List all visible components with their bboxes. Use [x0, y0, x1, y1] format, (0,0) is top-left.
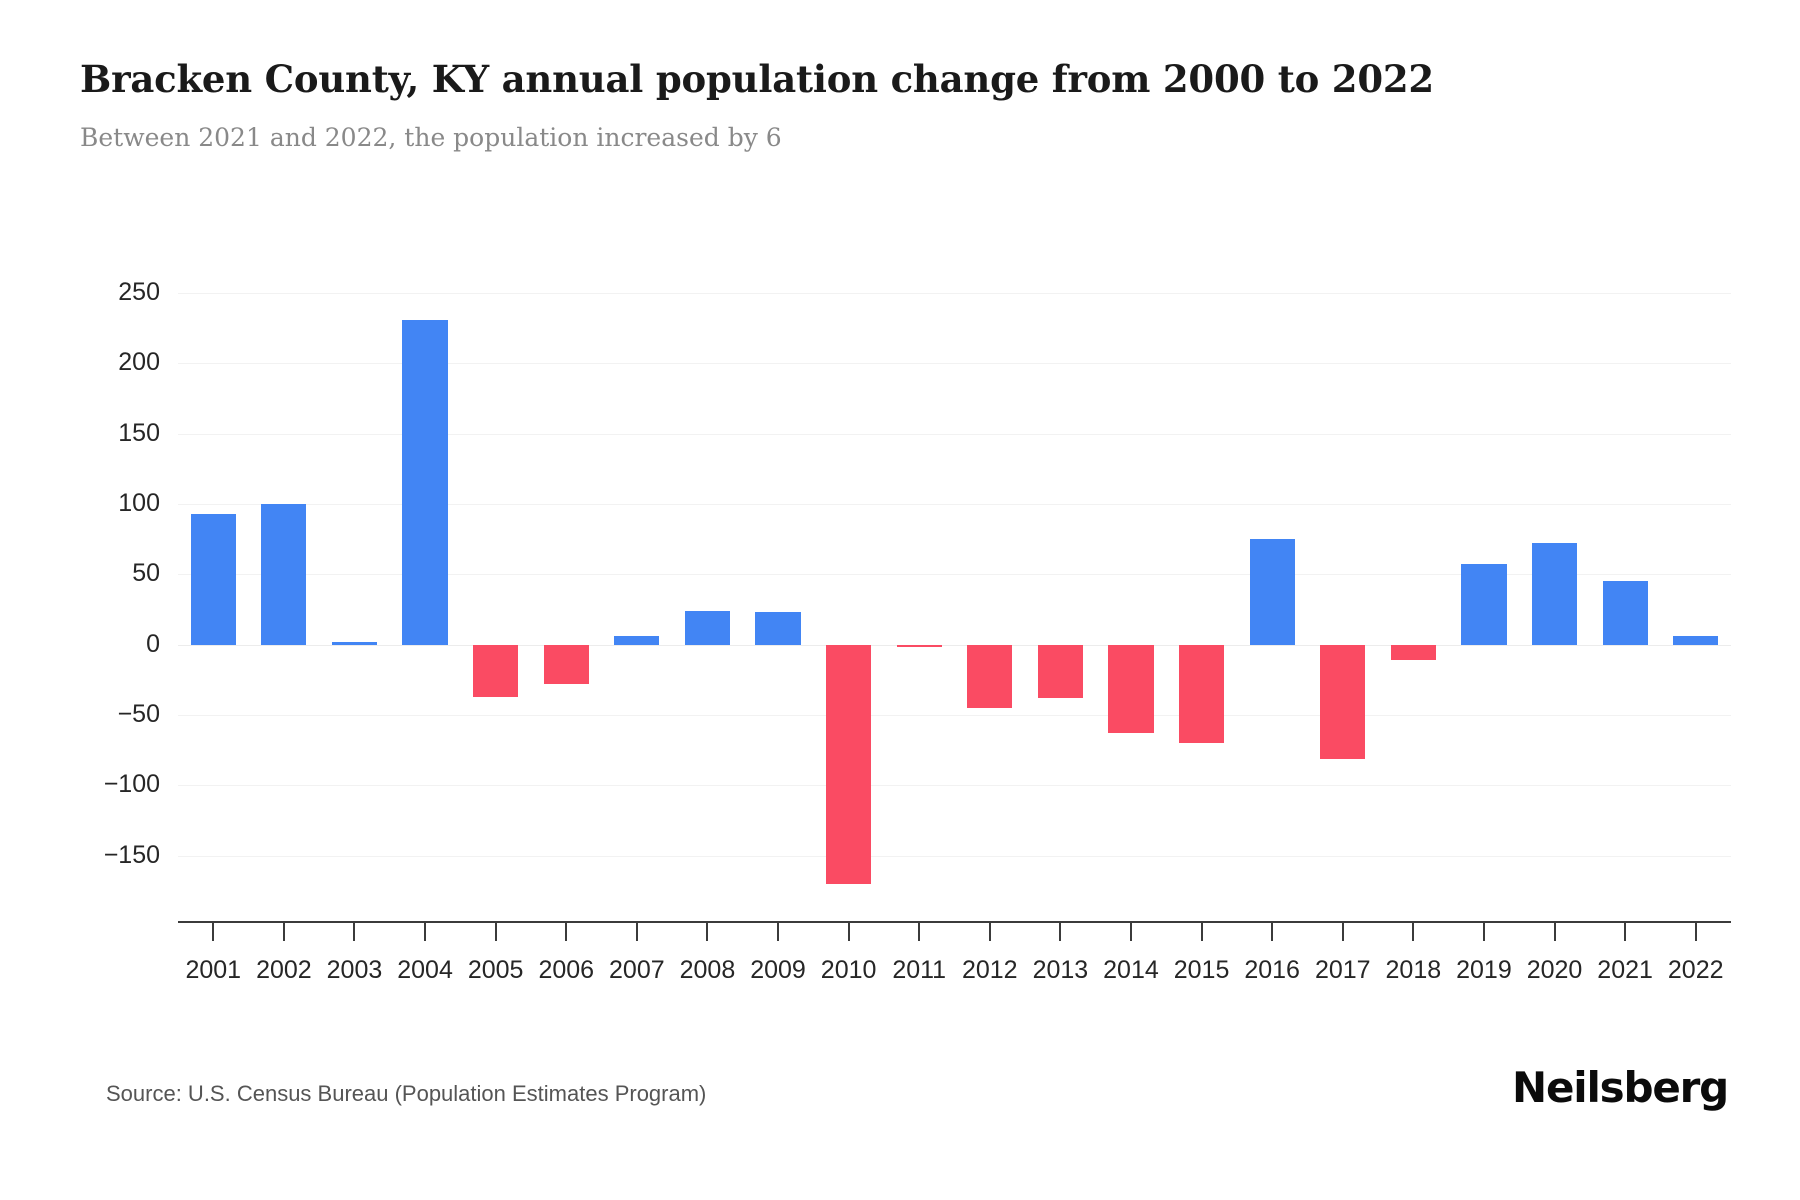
y-axis-label: −150 [103, 840, 160, 869]
x-axis-tick [1271, 921, 1274, 941]
x-axis-label-2002: 2002 [256, 956, 312, 984]
x-axis-tick [212, 921, 215, 941]
x-axis-tick [635, 921, 638, 941]
x-axis-tick [918, 921, 921, 941]
x-axis-label-2008: 2008 [679, 956, 736, 984]
bar-2014[interactable] [1108, 644, 1154, 734]
bar-2018[interactable] [1390, 644, 1436, 661]
x-axis-label-2014: 2014 [1103, 956, 1159, 984]
x-axis-tick [1129, 921, 1132, 941]
y-axis-label: 250 [118, 277, 160, 306]
bar-2003[interactable] [331, 641, 378, 645]
plot-area [178, 276, 1731, 905]
x-axis-tick [706, 921, 709, 941]
bar-2013[interactable] [1037, 644, 1083, 699]
bar-2021[interactable] [1602, 581, 1648, 645]
bar-2019[interactable] [1461, 564, 1507, 645]
gridline-250 [178, 292, 1731, 294]
bar-2002[interactable] [261, 503, 307, 645]
bar-2004[interactable] [402, 319, 448, 645]
x-axis-tick [424, 921, 427, 941]
x-axis-label-2010: 2010 [820, 956, 877, 984]
x-axis-label-2001: 2001 [185, 956, 242, 984]
x-axis-tick [353, 921, 356, 941]
bar-2007[interactable] [614, 636, 660, 645]
x-axis-label-2012: 2012 [961, 956, 1018, 984]
bar-2001[interactable] [190, 513, 236, 645]
page-title: Bracken County, KY annual population cha… [80, 57, 1434, 101]
x-axis-label-2011: 2011 [892, 956, 947, 984]
gridline-50 [178, 574, 1731, 576]
x-axis-label-2019: 2019 [1456, 956, 1512, 984]
gridline-150 [178, 433, 1731, 435]
bar-2011[interactable] [896, 644, 942, 647]
bar-series [178, 276, 1731, 905]
x-axis-tick [1200, 921, 1203, 941]
gridline--150 [178, 855, 1731, 857]
x-axis-label-2022: 2022 [1667, 956, 1724, 984]
bar-2010[interactable] [826, 644, 872, 884]
gridline--100 [178, 785, 1731, 787]
x-axis-tick [777, 921, 780, 941]
y-axis-label: −100 [103, 770, 160, 799]
x-axis-line [178, 921, 1731, 923]
x-axis-tick [1553, 921, 1556, 941]
x-axis-label-2020: 2020 [1526, 956, 1583, 984]
x-axis-label-2003: 2003 [326, 956, 383, 984]
x-axis-label-2015: 2015 [1173, 956, 1230, 984]
x-axis-label-2004: 2004 [397, 956, 453, 984]
bar-2012[interactable] [967, 644, 1013, 708]
x-axis-tick [1624, 921, 1627, 941]
y-axis-label: −50 [117, 700, 160, 729]
x-axis-tick [1482, 921, 1485, 941]
page-subtitle: Between 2021 and 2022, the population in… [80, 123, 782, 152]
bar-2022[interactable] [1673, 636, 1719, 645]
bar-2016[interactable] [1249, 539, 1295, 645]
x-axis-tick [1059, 921, 1062, 941]
x-axis-tick [565, 921, 568, 941]
y-axis-label: 200 [118, 348, 160, 377]
bar-2017[interactable] [1320, 644, 1366, 759]
bar-2005[interactable] [473, 644, 519, 697]
y-axis-label: 0 [146, 629, 160, 658]
source-note: Source: U.S. Census Bureau (Population E… [106, 1081, 707, 1106]
x-axis-tick [1694, 921, 1697, 941]
x-axis-label-2009: 2009 [750, 956, 806, 984]
x-axis-label-2006: 2006 [538, 956, 595, 984]
gridline-0 [178, 644, 1731, 646]
gridline--50 [178, 715, 1731, 717]
brand-logo: Neilsberg [1512, 1063, 1729, 1112]
x-axis-tick [847, 921, 850, 941]
x-axis-tick [988, 921, 991, 941]
gridline-100 [178, 503, 1731, 505]
y-axis-label: 150 [118, 418, 160, 447]
x-axis-label-2016: 2016 [1244, 956, 1300, 984]
gridline-200 [178, 363, 1731, 365]
bar-2009[interactable] [755, 612, 801, 645]
bar-2015[interactable] [1178, 644, 1225, 744]
bar-2006[interactable] [543, 644, 589, 685]
x-axis-label-2021: 2021 [1597, 956, 1653, 984]
x-axis-label-2005: 2005 [467, 956, 524, 984]
x-axis-tick [282, 921, 285, 941]
x-axis-label-2018: 2018 [1385, 956, 1442, 984]
x-axis-tick [1341, 921, 1344, 941]
y-axis-label: 50 [132, 559, 160, 588]
bar-2020[interactable] [1531, 543, 1578, 645]
x-axis-tick [494, 921, 497, 941]
x-axis-label-2007: 2007 [609, 956, 665, 984]
x-axis-label-2013: 2013 [1032, 956, 1089, 984]
x-axis-label-2017: 2017 [1314, 956, 1371, 984]
bar-2008[interactable] [684, 610, 730, 645]
x-axis-tick [1412, 921, 1415, 941]
y-axis-label: 100 [118, 488, 160, 517]
